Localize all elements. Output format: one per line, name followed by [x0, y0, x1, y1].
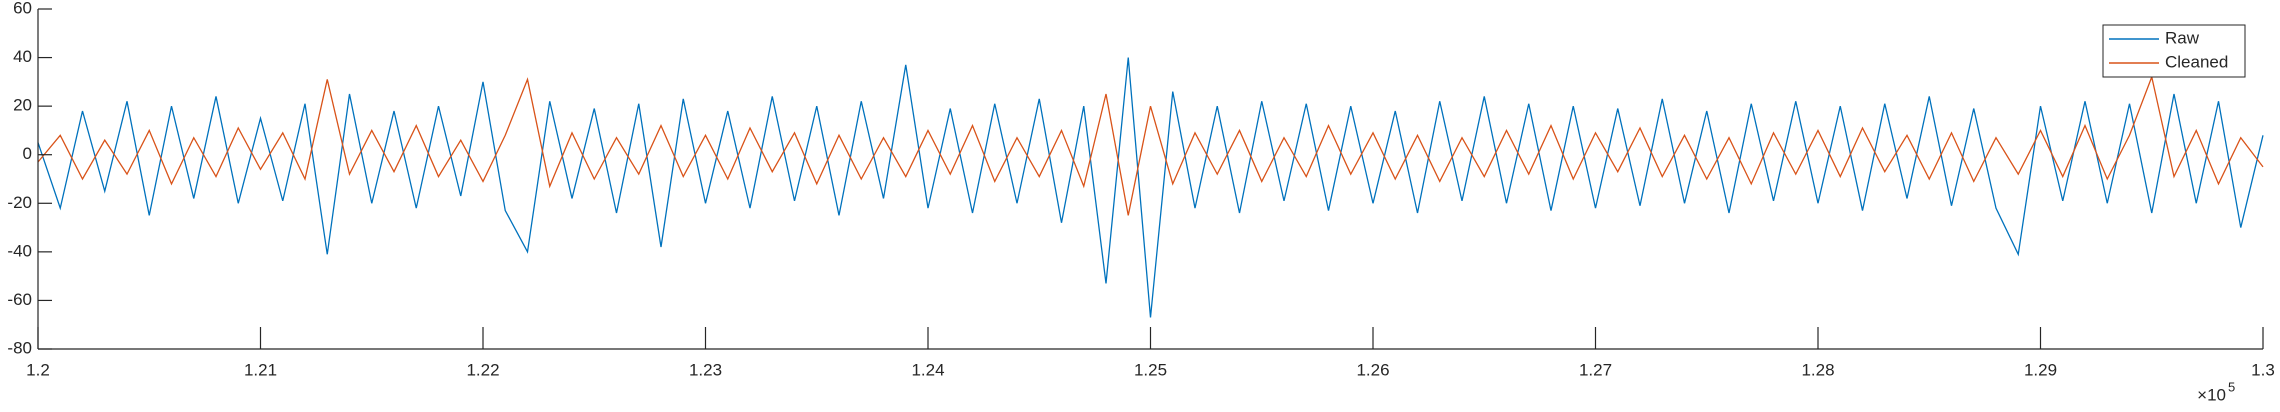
- x-tick-label: 1.29: [2024, 360, 2057, 379]
- legend-box: [2102, 24, 2246, 78]
- y-tick-label: 40: [13, 47, 32, 66]
- y-tick-label: 60: [13, 0, 32, 17]
- x-tick-label: 1.26: [1356, 360, 1389, 379]
- x-tick-label: 1.23: [689, 360, 722, 379]
- x-tick-label: 1.25: [1134, 360, 1167, 379]
- series-line: [37, 74, 2264, 216]
- x-exponent-base: ×10: [2197, 385, 2226, 404]
- legend-label: Cleaned: [2165, 52, 2228, 71]
- y-tick-label: 20: [13, 96, 32, 115]
- legend-label: Raw: [2165, 28, 2200, 47]
- x-tick-label: 1.2: [26, 360, 50, 379]
- x-tick-label: 1.27: [1579, 360, 1612, 379]
- x-tick-label: 1.22: [466, 360, 499, 379]
- y-tick-label: -20: [7, 193, 32, 212]
- y-tick-label: 0: [23, 144, 32, 163]
- x-tick-label: 1.24: [911, 360, 944, 379]
- y-tick-label: -80: [7, 338, 32, 357]
- x-exponent-power: 5: [2228, 379, 2235, 394]
- series-line: [37, 57, 2264, 318]
- x-tick-label: 1.21: [244, 360, 277, 379]
- x-tick-label: 1.28: [1801, 360, 1834, 379]
- y-tick-label: -60: [7, 290, 32, 309]
- legend: Raw Cleaned: [2102, 24, 2246, 78]
- y-tick-label: -40: [7, 241, 32, 260]
- x-tick-label: 1.3: [2251, 360, 2275, 379]
